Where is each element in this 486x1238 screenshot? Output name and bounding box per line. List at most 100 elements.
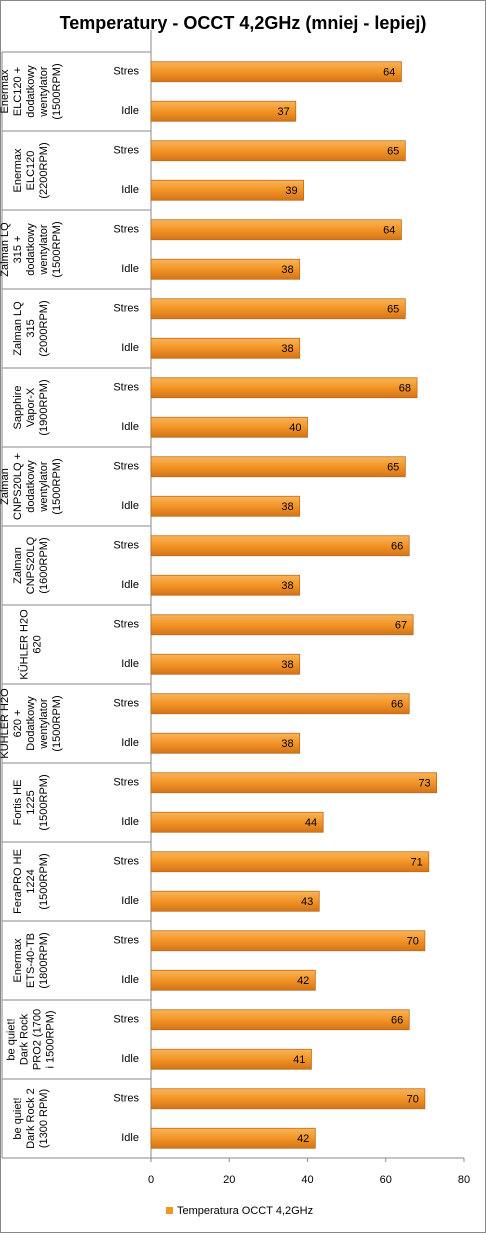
value-label: 38 — [281, 738, 293, 750]
value-label: 38 — [281, 659, 293, 671]
value-label: 38 — [281, 343, 293, 355]
category-label: Idle — [121, 263, 139, 275]
x-tick-label: 60 — [380, 1174, 392, 1186]
category-label: Idle — [121, 974, 139, 986]
group-label: KÜHLER H2O620 — [18, 609, 43, 680]
value-label: 41 — [293, 1054, 305, 1066]
category-label: Idle — [121, 1053, 139, 1065]
value-label: 66 — [391, 699, 403, 711]
bar — [150, 653, 301, 675]
value-label: 43 — [301, 896, 313, 908]
value-label: 65 — [387, 304, 399, 316]
value-label: 44 — [305, 817, 317, 829]
category-label: Idle — [121, 500, 139, 512]
bar — [150, 614, 414, 636]
value-label: 40 — [289, 422, 301, 434]
bar — [150, 535, 410, 557]
bar — [150, 100, 297, 122]
bar — [150, 969, 316, 991]
value-label: 37 — [278, 106, 290, 118]
x-tick-label: 40 — [301, 1174, 313, 1186]
group-label: Zalman LQ315 +dodatkowywentylator(1500RP… — [0, 221, 63, 277]
category-label: Stres — [113, 382, 139, 394]
value-label: 70 — [407, 936, 419, 948]
group-label: EnermaxETS-40-TB(1800RPM) — [12, 932, 50, 988]
x-tick-label: 80 — [458, 1174, 470, 1186]
bar — [150, 851, 430, 873]
value-label: 66 — [391, 541, 403, 553]
bar — [150, 1009, 410, 1031]
value-label: 38 — [281, 264, 293, 276]
category-label: Idle — [121, 579, 139, 591]
value-label: 73 — [418, 778, 430, 790]
group-label: KÜHLER H2O620 +Dodatkowywentylator(1500R… — [0, 688, 63, 759]
bar — [150, 574, 301, 596]
bar — [150, 61, 402, 83]
bar — [150, 140, 406, 162]
value-label: 38 — [281, 501, 293, 513]
category-label: Idle — [121, 105, 139, 117]
category-label: Stres — [113, 777, 139, 789]
bar — [150, 811, 324, 833]
category-label: Stres — [113, 540, 139, 552]
bar — [150, 1088, 426, 1110]
value-label: 42 — [297, 975, 309, 987]
value-label: 38 — [281, 580, 293, 592]
legend-swatch — [166, 1207, 173, 1214]
value-label: 66 — [391, 1015, 403, 1027]
group-label: be quiet!Dark RockPRO2 (1700i 1500RPM) — [5, 1009, 56, 1070]
value-label: 68 — [399, 383, 411, 395]
value-label: 71 — [411, 857, 423, 869]
value-label: 42 — [297, 1133, 309, 1145]
bar — [150, 772, 438, 794]
x-tick-label: 20 — [223, 1174, 235, 1186]
category-label: Stres — [113, 1014, 139, 1026]
category-label: Stres — [113, 1093, 139, 1105]
category-label: Idle — [121, 658, 139, 670]
value-label: 70 — [407, 1094, 419, 1106]
bar — [150, 732, 301, 754]
category-label: Idle — [121, 184, 139, 196]
chart-title: Temperatury - OCCT 4,2GHz (mniej - lepie… — [60, 13, 427, 33]
bar — [150, 298, 406, 320]
bar — [150, 456, 406, 478]
bar — [150, 693, 410, 715]
group-label: ZalmanCNPS20LQ(1600RPM) — [12, 536, 50, 594]
bar — [150, 930, 426, 952]
category-label: Stres — [113, 303, 139, 315]
bar — [150, 1048, 312, 1070]
bar — [150, 416, 308, 438]
group-label: Fortis HE1225(1500RPM) — [12, 774, 50, 830]
bar — [150, 337, 301, 359]
category-label: Stres — [113, 856, 139, 868]
value-label: 67 — [395, 620, 407, 632]
value-label: 65 — [387, 462, 399, 474]
value-label: 65 — [387, 146, 399, 158]
bar — [150, 258, 301, 280]
legend-label: Temperatura OCCT 4,2GHz — [177, 1205, 313, 1217]
bar — [150, 890, 320, 912]
group-label: FeraPRO HE1224(1500RPM) — [12, 849, 50, 914]
category-label: Stres — [113, 145, 139, 157]
group-label: EnermaxELC120 +dodatkowywentylator(1500R… — [0, 63, 63, 119]
bar — [150, 495, 301, 517]
category-label: Idle — [121, 895, 139, 907]
category-label: Idle — [121, 1132, 139, 1144]
value-label: 39 — [285, 185, 297, 197]
category-label: Stres — [113, 698, 139, 710]
bar — [150, 1127, 316, 1149]
bar — [150, 179, 304, 201]
category-label: Idle — [121, 737, 139, 749]
category-label: Idle — [121, 816, 139, 828]
category-label: Idle — [121, 421, 139, 433]
category-label: Idle — [121, 342, 139, 354]
x-tick-label: 0 — [148, 1174, 154, 1186]
group-label: SapphireVapor-X(1900RPM) — [12, 379, 50, 435]
category-label: Stres — [113, 619, 139, 631]
value-label: 64 — [383, 225, 395, 237]
bar — [150, 219, 402, 241]
bar — [150, 377, 418, 399]
value-label: 64 — [383, 67, 395, 79]
group-label: Zalman LQ315(2000RPM) — [12, 300, 50, 356]
